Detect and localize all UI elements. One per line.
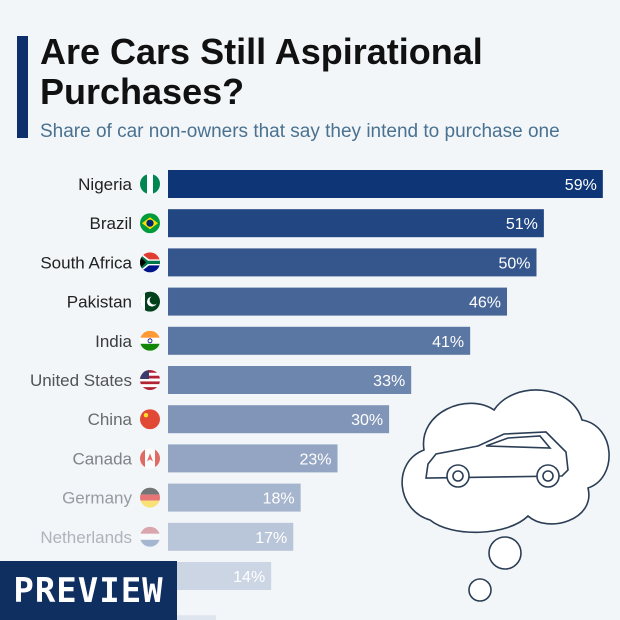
- value-label: 14%: [233, 569, 265, 586]
- value-label: 23%: [299, 451, 331, 468]
- category-label: United States: [30, 371, 132, 390]
- bar-row-10: [168, 562, 272, 590]
- chart-title: Are Cars Still Aspirational Purchases?: [40, 31, 483, 112]
- car-icon: [425, 431, 569, 488]
- bar-nigeria: [168, 170, 603, 198]
- category-label: Nigeria: [78, 175, 132, 194]
- category-label: China: [88, 410, 133, 429]
- netherlands-flag-icon: [140, 526, 160, 547]
- title-accent-bar: [17, 36, 28, 138]
- bar-pakistan: [168, 287, 508, 316]
- category-label: South Africa: [40, 253, 132, 272]
- india-flag-icon: [140, 330, 160, 351]
- pakistan-flag-icon: [140, 291, 160, 312]
- bar-south-africa: [168, 248, 537, 277]
- value-label: 17%: [255, 530, 287, 547]
- bar-netherlands: [168, 522, 294, 551]
- south-africa-flag-icon: [140, 252, 160, 273]
- bar-united-states: [168, 366, 412, 394]
- bar-brazil: [168, 209, 544, 238]
- chart-subtitle: Share of car non-owners that say they in…: [40, 121, 560, 142]
- canada-flag-icon: [140, 448, 160, 469]
- category-label: Brazil: [89, 214, 132, 233]
- germany-flag-icon: [140, 487, 160, 508]
- preview-banner: PREVIEW: [0, 561, 177, 620]
- value-label: 51%: [506, 216, 538, 233]
- category-label: India: [95, 332, 132, 351]
- value-label: 46%: [469, 295, 501, 312]
- category-label: Pakistan: [67, 293, 132, 312]
- bar-india: [168, 326, 471, 355]
- china-flag-icon: [140, 409, 160, 430]
- car-in-thought-bubble-icon: [401, 389, 610, 602]
- nigeria-flag-icon: [140, 174, 160, 194]
- bar-canada: [168, 444, 338, 473]
- category-label: Canada: [72, 449, 132, 468]
- united-states-flag-icon: [140, 370, 160, 390]
- category-label: Netherlands: [40, 528, 132, 547]
- value-label: 30%: [351, 412, 383, 429]
- bar-row-11: [176, 615, 216, 620]
- value-label: 18%: [263, 491, 295, 508]
- category-label: Germany: [62, 489, 132, 508]
- bar-china: [168, 405, 390, 434]
- value-label: 41%: [432, 334, 464, 351]
- bar-germany: [168, 483, 301, 512]
- brazil-flag-icon: [140, 213, 160, 234]
- value-label: 33%: [373, 373, 405, 390]
- value-label: 50%: [498, 255, 530, 272]
- value-label: 59%: [565, 177, 597, 194]
